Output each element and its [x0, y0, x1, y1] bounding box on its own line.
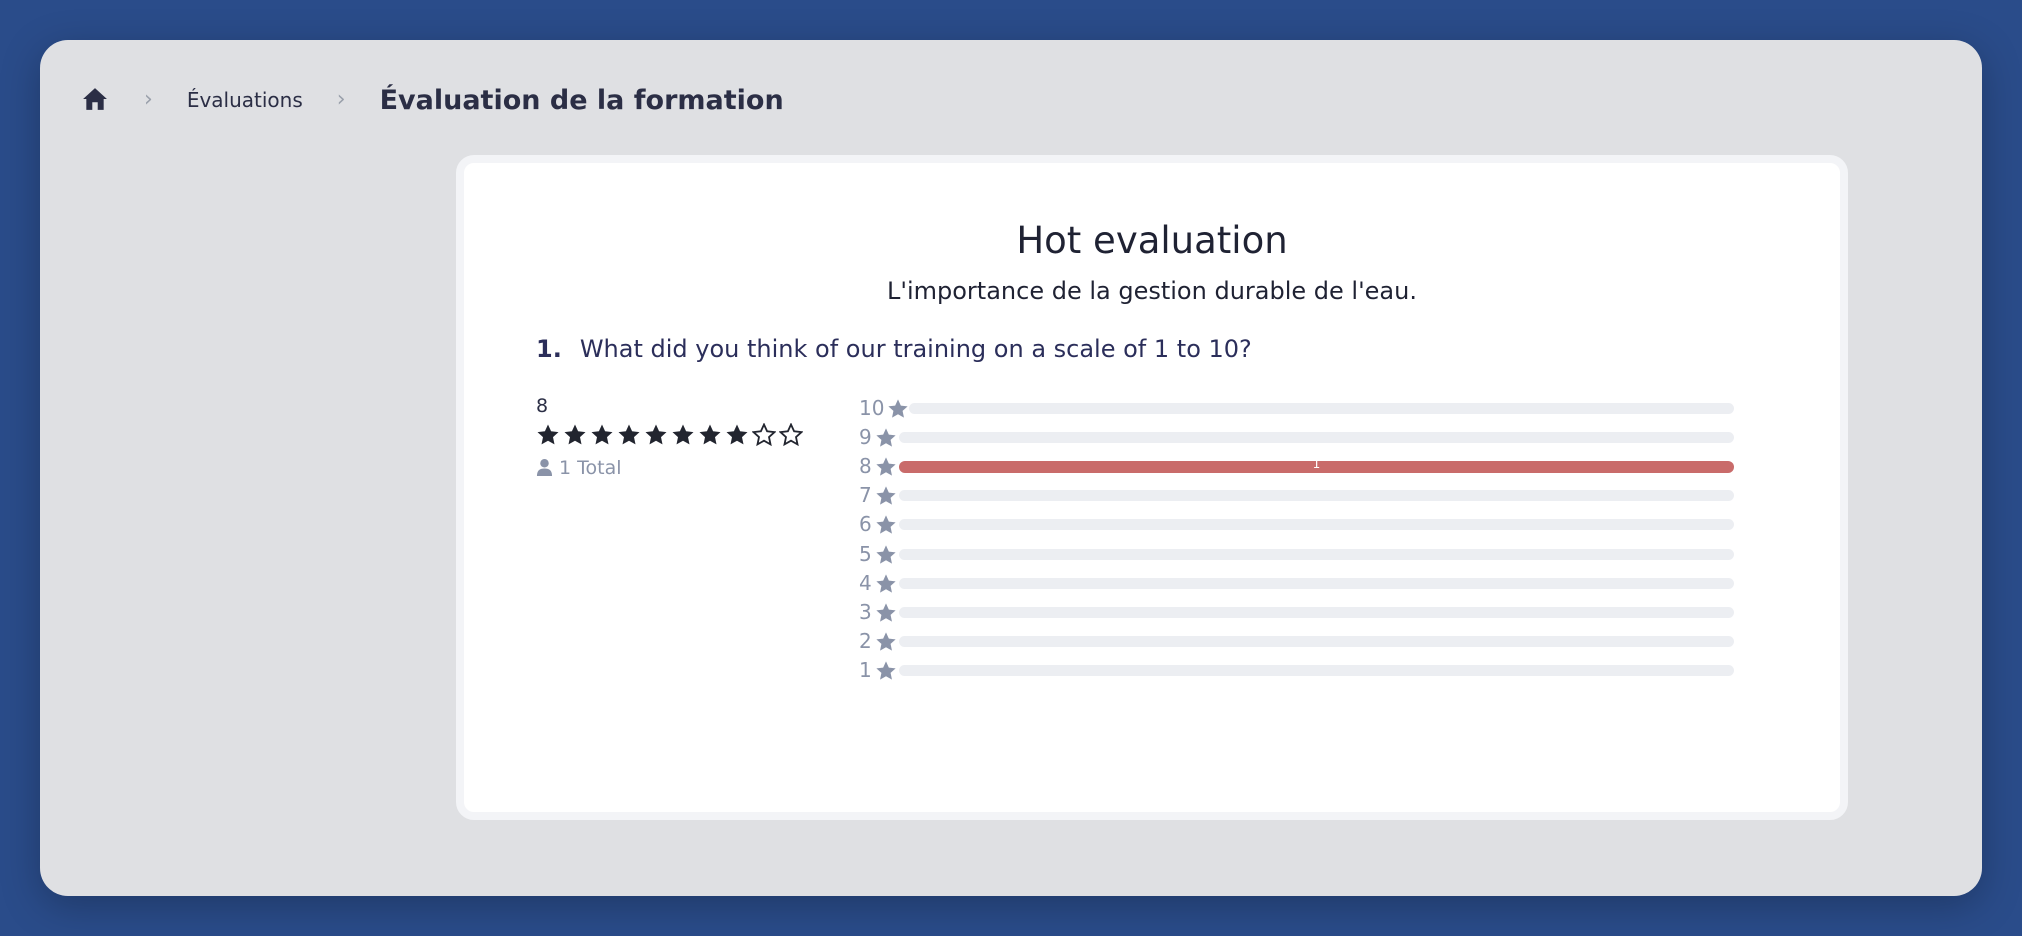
distribution-row: 6: [859, 512, 1779, 541]
chevron-right-icon: ›: [336, 87, 346, 112]
row-label: 10: [859, 396, 885, 420]
star-icon: [875, 544, 897, 566]
question-number: 1.: [536, 335, 562, 363]
distribution-row: 9: [859, 425, 1779, 454]
chevron-right-icon: ›: [144, 87, 153, 112]
row-label: 8: [859, 454, 872, 479]
star-icon: [875, 456, 897, 478]
star-empty-icon: [779, 423, 803, 447]
star-icon: [876, 544, 896, 564]
star-filled-icon: [645, 424, 667, 445]
star-filled-icon: [699, 424, 721, 445]
star-icon: [876, 515, 896, 535]
distribution-row: 3: [859, 600, 1779, 629]
bar-fill: 1: [899, 457, 1734, 474]
star-filled-icon: [618, 424, 640, 445]
row-label: 4: [859, 570, 872, 595]
star-icon: [875, 573, 897, 595]
distribution-row: 1: [859, 658, 1779, 687]
star-icon: [876, 486, 896, 505]
bar-track: [899, 432, 1734, 444]
star-filled-icon: [537, 424, 559, 445]
row-label: 9: [859, 425, 872, 450]
page-title: Évaluation de la formation: [379, 84, 784, 116]
distribution-row: 2: [859, 629, 1779, 658]
breadcrumb-link-evaluations[interactable]: Évaluations: [186, 88, 303, 112]
star-filled-icon: [591, 424, 613, 445]
distribution-row: 4: [859, 571, 1779, 600]
star-icon: [875, 514, 897, 536]
row-label: 7: [859, 483, 872, 508]
star-icon: [875, 485, 897, 507]
star-icon: [876, 661, 896, 680]
home-icon[interactable]: [82, 87, 110, 113]
row-label: 2: [859, 628, 872, 653]
rating-summary: 8 1 Total: [536, 395, 826, 479]
average-rating: 8: [536, 395, 549, 417]
star-icon: [875, 660, 897, 682]
bar-track: [899, 606, 1734, 618]
star-icon: [876, 573, 896, 593]
star-icon: [876, 457, 896, 476]
distribution-row: 5: [859, 542, 1779, 571]
total-responses: 1 Total: [536, 457, 826, 479]
question: 1. What did you think of our training on…: [536, 335, 1252, 363]
distribution-row: 10: [859, 396, 1779, 425]
row-label: 1: [859, 657, 872, 682]
bar-track: [899, 577, 1734, 589]
row-label: 3: [859, 599, 872, 624]
bar-track: 1: [899, 457, 1734, 474]
star-icon: [876, 603, 896, 622]
bar-track: [899, 548, 1734, 560]
star-icon: [887, 398, 909, 420]
star-filled-icon: [726, 424, 748, 445]
star-filled-icon: [564, 424, 586, 445]
question-text: What did you think of our training on a …: [579, 335, 1252, 363]
bar-track: [899, 635, 1734, 647]
star-icon: [875, 631, 897, 653]
app-window: › Évaluations › Évaluation de la formati…: [40, 40, 1982, 896]
user-icon: [536, 458, 554, 478]
star-icon: [888, 399, 908, 418]
star-filled-icon: [672, 424, 694, 445]
bar-track: [899, 490, 1734, 502]
bar-track: [909, 403, 1734, 414]
row-label: 5: [859, 541, 872, 566]
distribution-row: 7: [859, 483, 1779, 512]
star-icon: [875, 427, 897, 449]
bar-track: [899, 664, 1734, 676]
evaluation-card: Hot evaluation L'importance de la gestio…: [456, 155, 1848, 820]
bar-count: 1: [1312, 457, 1321, 472]
breadcrumb: › Évaluations › Évaluation de la formati…: [82, 80, 784, 120]
star-icon: [875, 602, 897, 624]
star-icon: [876, 428, 896, 447]
card-title: Hot evaluation: [1016, 219, 1288, 262]
total-count: 1 Total: [559, 457, 622, 479]
row-label: 6: [859, 512, 872, 537]
card-subtitle: L'importance de la gestion durable de l'…: [887, 277, 1417, 305]
star-icon: [876, 632, 896, 651]
bar-track: [899, 519, 1734, 531]
star-empty-icon: [752, 423, 776, 447]
rating-stars: [536, 423, 826, 453]
